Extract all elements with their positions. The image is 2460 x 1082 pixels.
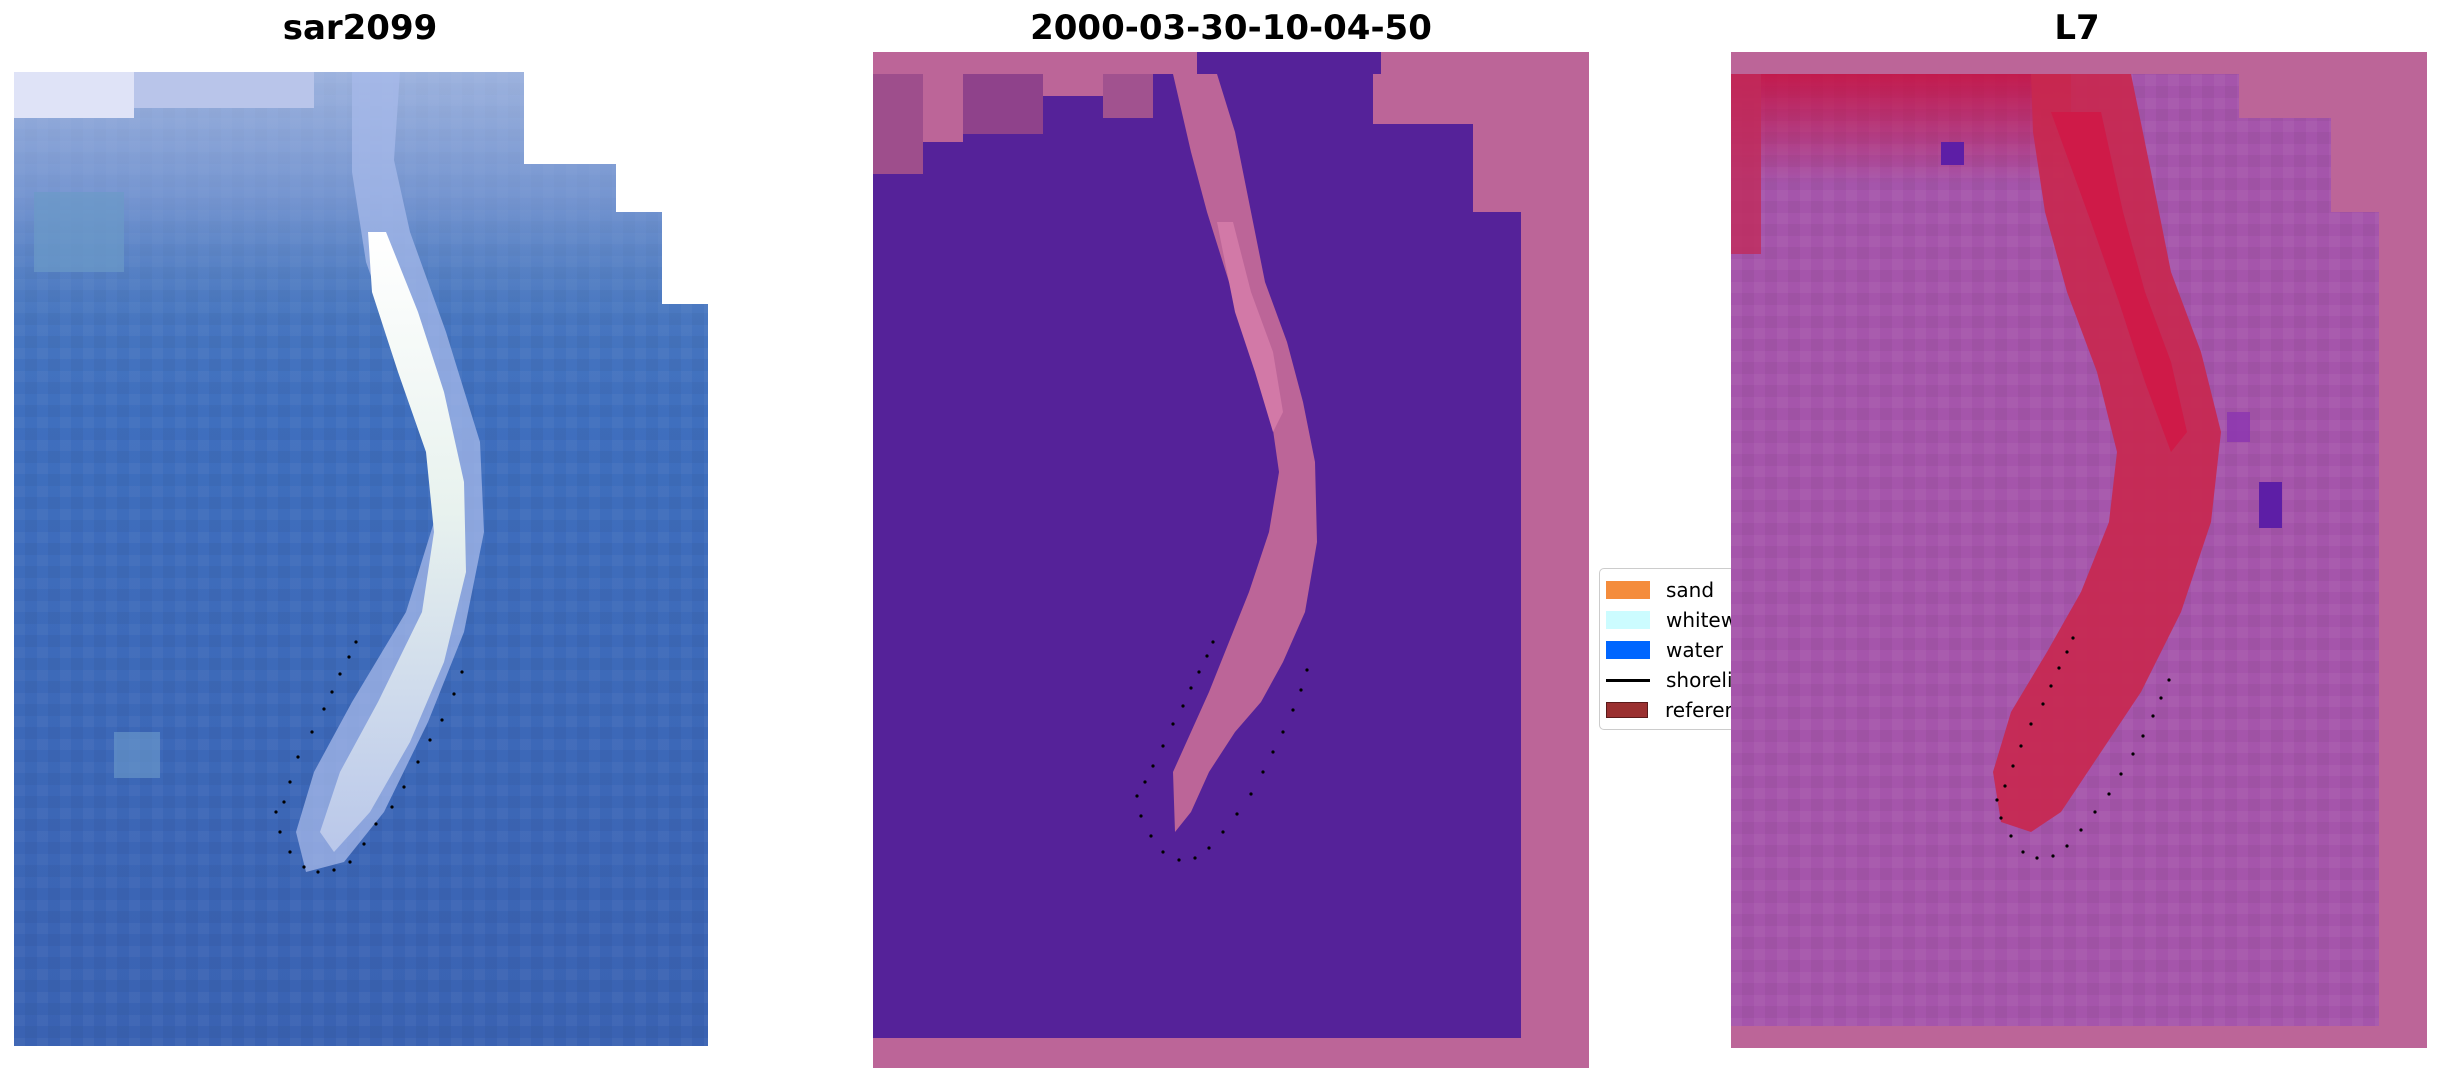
legend-swatch-sand xyxy=(1606,581,1650,599)
legend-item-whitewater: whitewater xyxy=(1606,607,1740,633)
reference-shoreline xyxy=(274,640,464,874)
legend-label-sand: sand xyxy=(1666,578,1715,602)
l7-index-image xyxy=(1731,52,2427,1048)
reference-shoreline xyxy=(1995,636,2171,860)
l7-high-index-spit xyxy=(1993,74,2221,832)
legend-item-shoreline: shoreline xyxy=(1606,667,1740,693)
legend-swatch-whitewater xyxy=(1606,611,1650,629)
legend-item-water: water xyxy=(1606,637,1723,663)
rgb-satellite-image xyxy=(14,72,708,1046)
classified-sand-spit xyxy=(1173,74,1317,832)
panel-title-sar2099: sar2099 xyxy=(282,8,438,48)
legend-line-shoreline xyxy=(1606,678,1650,682)
legend-swatch-reference-shoreline xyxy=(1606,702,1648,718)
reference-shoreline xyxy=(1135,640,1309,862)
legend-item-sand: sand xyxy=(1606,577,1714,603)
legend-label-water: water xyxy=(1666,638,1723,662)
whitewater-spit xyxy=(320,232,466,852)
legend-swatch-water xyxy=(1606,641,1650,659)
classified-image xyxy=(873,52,1589,1068)
legend-item-reference-shoreline: reference shoreline xyxy=(1606,697,1740,723)
legend: sand whitewater water shoreline referenc… xyxy=(1599,568,1741,730)
panel-title-l7: L7 xyxy=(2054,8,2100,48)
legend-label-whitewater: whitewater xyxy=(1666,608,1740,632)
legend-label-shoreline: shoreline xyxy=(1666,668,1740,692)
panel-title-date: 2000-03-30-10-04-50 xyxy=(1030,8,1432,48)
legend-label-reference-shoreline: reference shoreline xyxy=(1665,698,1740,722)
classified-water-area xyxy=(873,52,1521,1038)
